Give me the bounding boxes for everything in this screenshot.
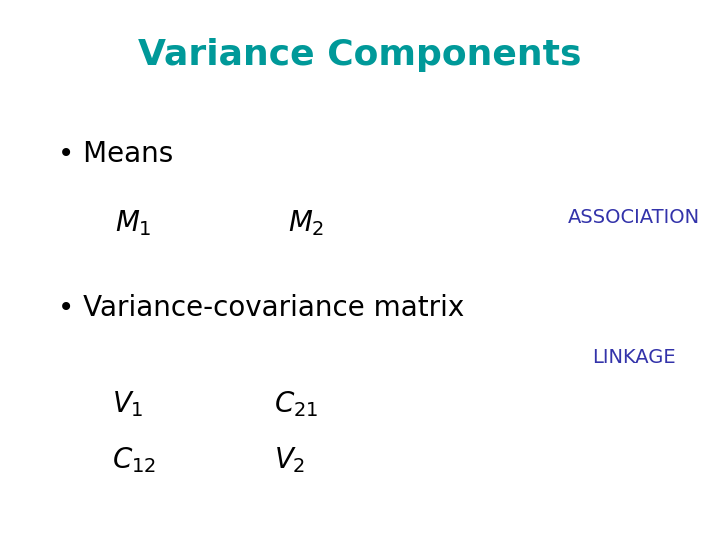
Text: $C_{21}$: $C_{21}$ xyxy=(274,389,318,419)
Text: $M_1$: $M_1$ xyxy=(115,208,152,238)
Text: • Variance-covariance matrix: • Variance-covariance matrix xyxy=(58,294,464,322)
Text: $V_1$: $V_1$ xyxy=(112,389,143,419)
Text: $C_{12}$: $C_{12}$ xyxy=(112,446,156,475)
Text: ASSOCIATION: ASSOCIATION xyxy=(567,208,700,227)
Text: • Means: • Means xyxy=(58,140,173,168)
Text: $V_2$: $V_2$ xyxy=(274,446,305,475)
Text: $M_2$: $M_2$ xyxy=(288,208,324,238)
Text: LINKAGE: LINKAGE xyxy=(592,348,675,367)
Text: Variance Components: Variance Components xyxy=(138,38,582,72)
